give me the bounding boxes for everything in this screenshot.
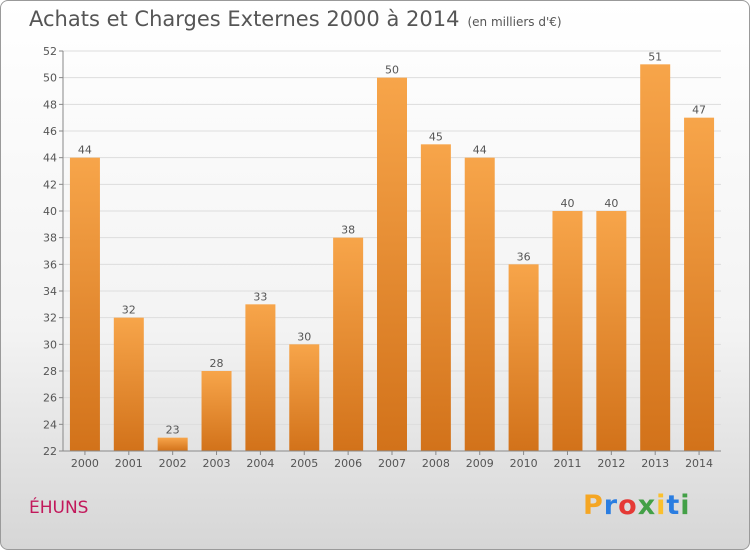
data-label-2004: 33	[253, 290, 267, 303]
data-label-2003: 28	[210, 357, 224, 370]
logo-letter: P	[583, 490, 604, 521]
logo-letter: i	[656, 490, 667, 521]
y-tick-label: 26	[43, 392, 57, 405]
y-tick-label: 42	[43, 178, 57, 191]
bar-2006	[333, 237, 364, 451]
bar-2008	[420, 144, 451, 452]
y-tick-label: 52	[43, 45, 57, 58]
x-tick-label: 2012	[597, 457, 625, 470]
y-tick-label: 44	[43, 152, 57, 165]
data-label-2008: 45	[429, 130, 443, 143]
x-tick-label: 2008	[422, 457, 450, 470]
logo-letter: i	[680, 490, 691, 521]
data-label-2010: 36	[517, 250, 531, 263]
y-tick-label: 50	[43, 72, 57, 85]
proxiti-logo: Proxiti	[583, 490, 691, 521]
bar-2002	[157, 437, 188, 451]
commune-name: ÉHUNS	[29, 498, 89, 518]
data-label-2011: 40	[560, 197, 574, 210]
y-axis: 22 24 26 28 30 32 34 36 38 40 42 44 46 48 50 52	[43, 45, 64, 458]
x-axis: 2000 2001 2002 2003 2004 2005 2006 2007 2008 2009…	[63, 450, 721, 470]
bar-2003	[201, 371, 232, 451]
data-label-2009: 44	[473, 144, 487, 157]
x-tick-label: 2006	[334, 457, 362, 470]
data-label-2006: 38	[341, 224, 355, 237]
chart-title-text: Achats et Charges Externes 2000 à 2014	[29, 7, 460, 31]
x-tick-label: 2005	[290, 457, 318, 470]
x-tick-label: 2004	[246, 457, 274, 470]
data-label-2007: 50	[385, 64, 399, 77]
y-tick-label: 48	[43, 98, 57, 111]
bar-2010	[508, 264, 539, 451]
x-tick-label: 2001	[115, 457, 143, 470]
x-tick-label: 2000	[71, 457, 99, 470]
x-tick-label: 2002	[159, 457, 187, 470]
y-tick-label: 46	[43, 125, 57, 138]
data-label-2002: 23	[166, 424, 180, 437]
y-tick-label: 40	[43, 205, 57, 218]
logo-letter: o	[618, 490, 638, 521]
logo-letter: x	[637, 490, 657, 521]
bar-2014	[684, 117, 715, 452]
x-tick-label: 2007	[378, 457, 406, 470]
data-label-2013: 51	[648, 50, 662, 63]
bar-2004	[245, 304, 276, 451]
bar-2012	[596, 211, 627, 451]
bar-2005	[289, 344, 320, 451]
y-tick-label: 28	[43, 365, 57, 378]
bars: 44 32 23 28 33 30 38 50 45 44 36 40 40 51 47	[69, 50, 715, 452]
y-tick-label: 22	[43, 445, 57, 458]
bar-2001	[113, 317, 144, 451]
x-tick-label: 2003	[203, 457, 231, 470]
x-tick-label: 2010	[510, 457, 538, 470]
chart-subtitle: (en milliers d'€)	[467, 15, 562, 29]
data-label-2000: 44	[78, 144, 92, 157]
bar-2000	[69, 157, 100, 451]
x-tick-label: 2013	[641, 457, 669, 470]
data-label-2012: 40	[604, 197, 618, 210]
chart-title: Achats et Charges Externes 2000 à 2014 (e…	[29, 7, 562, 31]
logo-letter: t	[666, 490, 681, 521]
y-tick-label: 36	[43, 258, 57, 271]
data-label-2014: 47	[692, 104, 706, 117]
bar-2007	[377, 77, 407, 452]
y-tick-label: 30	[43, 338, 57, 351]
y-tick-label: 38	[43, 232, 57, 245]
data-label-2005: 30	[297, 330, 311, 343]
data-label-2001: 32	[122, 304, 136, 317]
x-tick-label: 2009	[466, 457, 494, 470]
y-tick-label: 24	[43, 418, 57, 431]
y-tick-label: 32	[43, 312, 57, 325]
y-tick-label: 34	[43, 285, 57, 298]
logo-letter: r	[603, 490, 619, 521]
x-tick-label: 2011	[553, 457, 581, 470]
bar-2011	[552, 211, 583, 451]
x-tick-label: 2014	[685, 457, 713, 470]
bar-2013	[640, 64, 671, 452]
bar-2009	[464, 157, 495, 451]
